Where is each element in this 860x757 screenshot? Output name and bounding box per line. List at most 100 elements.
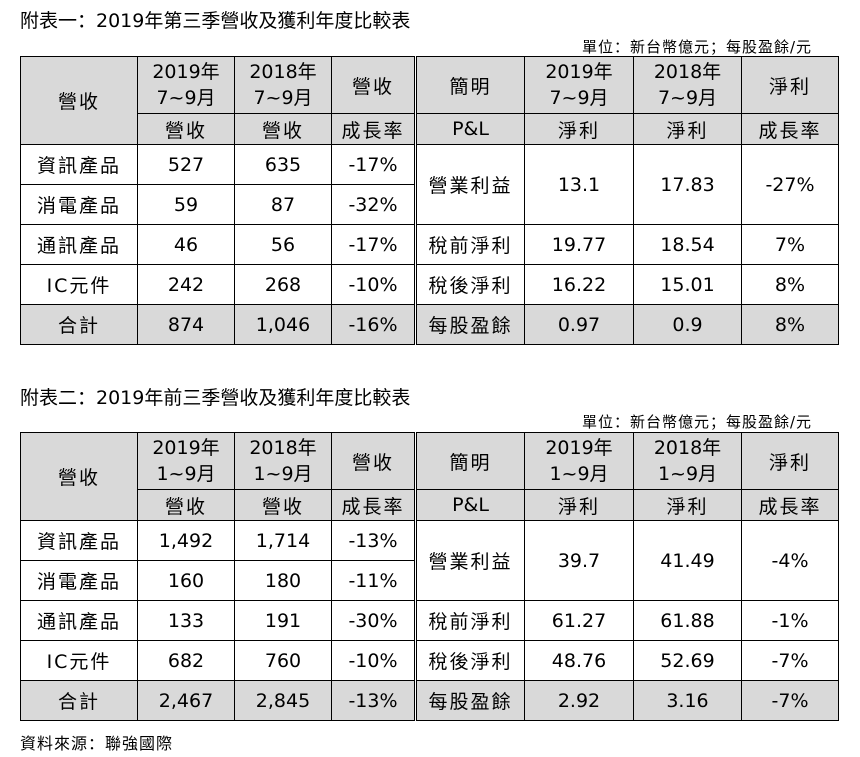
table1-title: 附表一：2019年第三季營收及獲利年度比較表 [20,10,411,32]
pl-row-label: 營業利益 [414,144,525,225]
table-row: 通訊產品 133 191 -30% 稅前淨利 61.27 61.88 -1% [20,600,839,641]
table2-sub-growth: 成長率 [331,489,416,521]
table1-sub-pl: P&L [414,113,525,145]
table1-sub-net-growth: 成長率 [741,113,839,145]
pl-cell-2019: 13.1 [524,144,634,225]
table2-sub-rev2018: 營收 [234,489,332,521]
table2-unit-note: 單位：新台幣億元；每股盈餘/元 [581,413,812,431]
cell-growth: -10% [331,264,416,305]
pl-row-label: 每股盈餘 [414,680,525,721]
table2-title: 附表二：2019年前三季營收及獲利年度比較表 [20,387,411,409]
pl-cell-growth: 8% [741,304,839,345]
pl-cell-2018: 18.54 [633,224,742,265]
table1-col-2018: 2018年 7~9月 [234,56,332,114]
pl-cell-2018: 3.16 [633,680,742,721]
table-total-row: 合計 874 1,046 -16% 每股盈餘 0.97 0.9 8% [20,304,839,345]
cell-2018: 268 [234,264,332,305]
cell-growth: -10% [331,640,416,681]
table1: 營收 2019年 7~9月 2018年 7~9月 營收 簡明 2019年 7~9月 2… [20,56,839,345]
table1-unit-note: 單位：新台幣億元；每股盈餘/元 [581,38,812,56]
source-note: 資料來源：聯強國際 [20,734,174,753]
cell-growth: -17% [331,224,416,265]
table1-subheader-row: 營收 營收 成長率 P&L 淨利 淨利 成長率 [20,113,839,145]
cell-2019: 527 [137,144,235,185]
table-row: 通訊產品 46 56 -17% 稅前淨利 19.77 18.54 7% [20,224,839,265]
pl-cell-2019: 0.97 [524,304,634,345]
table2: 營收 2019年 1~9月 2018年 1~9月 營收 簡明 2019年 1~9月 2… [20,432,839,721]
pl-cell-growth: -7% [741,640,839,681]
table2-col-net-growth-top: 淨利 [741,432,839,490]
cell-2018: 180 [234,560,332,601]
pl-cell-2018: 15.01 [633,264,742,305]
table-total-row: 合計 2,467 2,845 -13% 每股盈餘 2.92 3.16 -7% [20,680,839,721]
cell-2019: 682 [137,640,235,681]
row-label: 通訊產品 [20,224,138,265]
cell-2018: 191 [234,600,332,641]
cell-2019: 46 [137,224,235,265]
table1-sub-net2019: 淨利 [524,113,634,145]
cell-2018: 1,046 [234,304,332,345]
pl-row-label: 稅後淨利 [414,264,525,305]
table2-sub-net2018: 淨利 [633,489,742,521]
table1-col-net-growth-top: 淨利 [741,56,839,114]
table2-sub-pl: P&L [414,489,525,521]
pl-cell-2018: 61.88 [633,600,742,641]
table2-header-row: 營收 2019年 1~9月 2018年 1~9月 營收 簡明 2019年 1~9月 2… [20,432,839,521]
row-label: IC元件 [20,264,138,305]
cell-2018: 1,714 [234,520,332,561]
table1-sub-rev2018: 營收 [234,113,332,145]
table2-sub-net-growth: 成長率 [741,489,839,521]
cell-2019: 133 [137,600,235,641]
cell-growth: -13% [331,520,416,561]
row-label: 合計 [20,680,138,721]
table2-sub-net2019: 淨利 [524,489,634,521]
table1-header-row: 營收 2019年 7~9月 2018年 7~9月 營收 簡明 2019年 7~9月 2… [20,56,839,145]
table1-col-2018-net: 2018年 7~9月 [633,56,742,114]
pl-cell-2019: 39.7 [524,520,634,601]
row-label: 資訊產品 [20,520,138,561]
table1-col-revenue-growth-top: 營收 [331,56,416,114]
cell-2019: 1,492 [137,520,235,561]
cell-2019: 160 [137,560,235,601]
table2-col-2018: 2018年 1~9月 [234,432,332,490]
table-row: IC元件 242 268 -10% 稅後淨利 16.22 15.01 8% [20,264,839,305]
pl-cell-2018: 17.83 [633,144,742,225]
pl-row-label: 稅前淨利 [414,224,525,265]
cell-2018: 760 [234,640,332,681]
table2-pl-header-top: 簡明 [414,432,525,490]
cell-growth: -17% [331,144,416,185]
pl-row-label: 稅前淨利 [414,600,525,641]
cell-2019: 242 [137,264,235,305]
table1-sub-rev2019: 營收 [137,113,235,145]
table2-col-2018-net: 2018年 1~9月 [633,432,742,490]
pl-cell-growth: 7% [741,224,839,265]
row-label: 資訊產品 [20,144,138,185]
pl-cell-2018: 52.69 [633,640,742,681]
cell-2018: 87 [234,184,332,225]
cell-2019: 874 [137,304,235,345]
pl-cell-growth: -7% [741,680,839,721]
cell-2018: 2,845 [234,680,332,721]
pl-cell-2019: 16.22 [524,264,634,305]
table1-sub-growth: 成長率 [331,113,416,145]
table2-col-revenue-growth-top: 營收 [331,432,416,490]
cell-2019: 59 [137,184,235,225]
cell-2018: 635 [234,144,332,185]
table1-revenue-header: 營收 [20,56,138,145]
pl-cell-growth: -1% [741,600,839,641]
row-label: 消電產品 [20,184,138,225]
cell-growth: -30% [331,600,416,641]
table1-col-2019: 2019年 7~9月 [137,56,235,114]
pl-row-label: 稅後淨利 [414,640,525,681]
row-label: 通訊產品 [20,600,138,641]
table-row: 消電產品 59 87 -32% [20,184,839,225]
row-label: IC元件 [20,640,138,681]
pl-cell-growth: -4% [741,520,839,601]
pl-row-label: 每股盈餘 [414,304,525,345]
table-row: 資訊產品 527 635 -17% 營業利益 13.1 17.83 -27% [20,144,839,225]
table1-sub-net2018: 淨利 [633,113,742,145]
table2-subheader-row: 營收 營收 成長率 P&L 淨利 淨利 成長率 [20,489,839,521]
pl-cell-growth: 8% [741,264,839,305]
pl-cell-2018: 0.9 [633,304,742,345]
pl-cell-2019: 61.27 [524,600,634,641]
